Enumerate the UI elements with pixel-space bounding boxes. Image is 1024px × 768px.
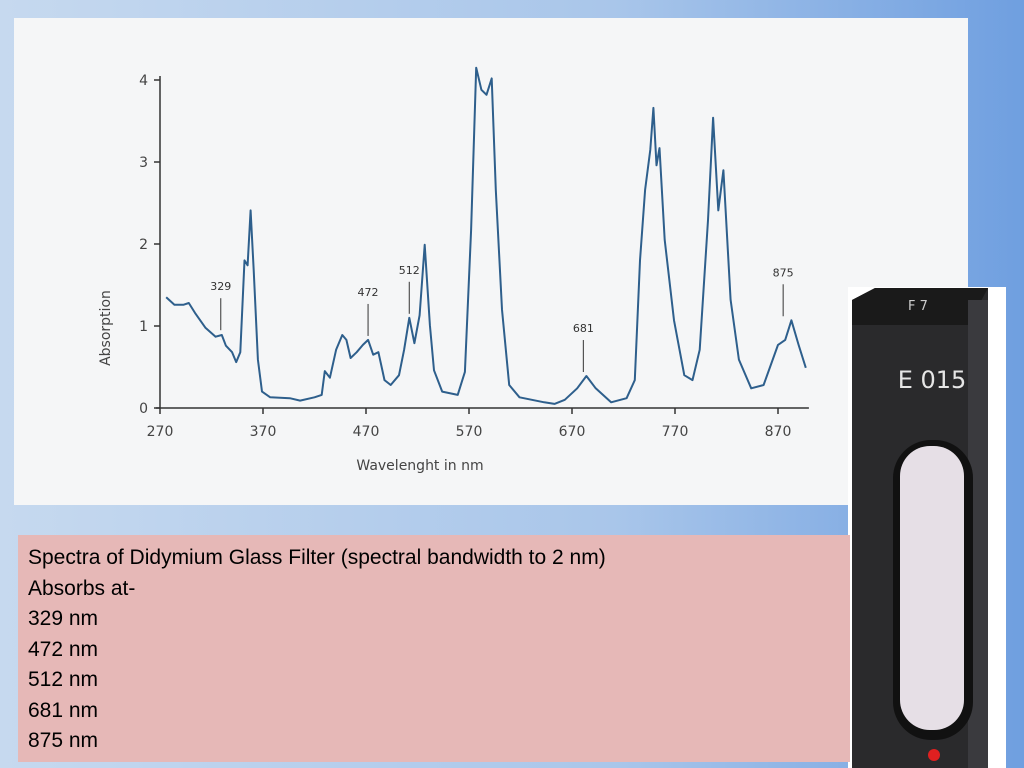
x-tick-label: 670 (559, 424, 586, 440)
caption-line: 875 nm (28, 729, 99, 752)
peak-label: 681 (573, 322, 594, 335)
peak-label: 875 (773, 266, 794, 279)
filter-window (900, 446, 964, 730)
peak-label: 329 (210, 280, 231, 293)
x-axis-label: Wavelenght in nm (356, 458, 483, 474)
peak-label: 512 (399, 264, 420, 277)
y-tick-label: 0 (139, 401, 148, 417)
caption-line: Absorbs at- (28, 576, 136, 600)
caption-line: Spectra of Didymium Glass Filter (spectr… (28, 546, 606, 569)
x-tick-label: 370 (250, 424, 277, 440)
y-tick-label: 1 (139, 319, 148, 335)
x-tick-label: 470 (353, 424, 380, 440)
caption-line: 512 nm (28, 668, 99, 691)
filter-top (852, 288, 988, 325)
x-tick-label: 770 (662, 424, 689, 440)
chart-panel (14, 18, 968, 505)
y-tick-label: 2 (139, 237, 148, 253)
x-tick-label: 570 (456, 424, 483, 440)
caption-line: 472 nm (28, 637, 99, 661)
y-tick-label: 4 (139, 73, 148, 89)
caption-box: Spectra of Didymium Glass Filter (spectr… (18, 535, 850, 762)
caption-line: 681 nm (28, 698, 99, 722)
peak-label: 472 (358, 286, 379, 299)
filter-top-label: F 7 (908, 299, 928, 314)
y-axis-label: Absorption (98, 290, 114, 366)
x-tick-label: 870 (765, 424, 792, 440)
caption-line: 329 nm (28, 607, 99, 630)
y-tick-label: 3 (139, 155, 148, 171)
data-line (165, 66, 807, 405)
x-tick-label: 270 (147, 424, 174, 440)
filter-photo: F 7 E 015 (848, 287, 1006, 768)
filter-front-label: E 015 (898, 366, 967, 394)
filter-led (928, 749, 940, 761)
